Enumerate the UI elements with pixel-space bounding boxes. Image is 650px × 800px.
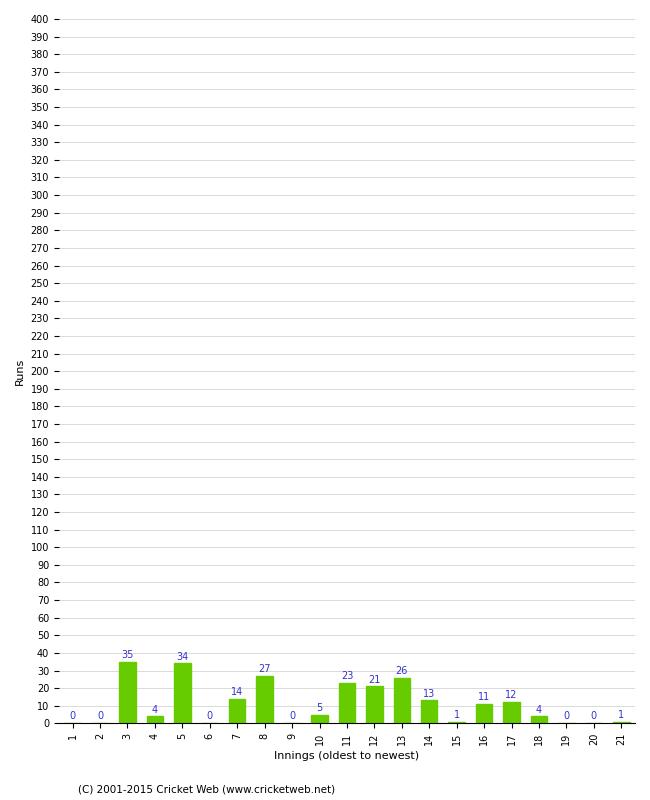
Bar — [394, 678, 410, 723]
Text: 4: 4 — [152, 705, 158, 714]
Bar — [613, 722, 629, 723]
Text: 1: 1 — [618, 710, 625, 720]
Bar — [174, 663, 190, 723]
Text: 4: 4 — [536, 705, 542, 714]
Text: 0: 0 — [289, 710, 295, 721]
Text: 34: 34 — [176, 652, 188, 662]
Text: 27: 27 — [259, 664, 271, 674]
Bar — [339, 683, 355, 723]
Text: 26: 26 — [396, 666, 408, 676]
Bar — [421, 701, 437, 723]
Bar — [476, 704, 492, 723]
Text: 14: 14 — [231, 687, 243, 697]
Text: 0: 0 — [564, 710, 569, 721]
Y-axis label: Runs: Runs — [15, 358, 25, 385]
Text: 23: 23 — [341, 671, 353, 681]
Text: 35: 35 — [122, 650, 134, 660]
Bar — [448, 722, 465, 723]
Bar — [503, 702, 520, 723]
Text: 21: 21 — [368, 674, 380, 685]
Text: 0: 0 — [207, 710, 213, 721]
Text: 13: 13 — [423, 689, 436, 698]
Text: 0: 0 — [591, 710, 597, 721]
Bar — [366, 686, 383, 723]
Bar — [119, 662, 136, 723]
Text: 1: 1 — [454, 710, 460, 720]
Text: 11: 11 — [478, 692, 490, 702]
Text: 0: 0 — [70, 710, 75, 721]
Text: 12: 12 — [505, 690, 518, 701]
Bar — [531, 716, 547, 723]
X-axis label: Innings (oldest to newest): Innings (oldest to newest) — [274, 751, 419, 761]
Bar — [147, 716, 163, 723]
Text: 5: 5 — [317, 702, 322, 713]
Text: 0: 0 — [97, 710, 103, 721]
Text: (C) 2001-2015 Cricket Web (www.cricketweb.net): (C) 2001-2015 Cricket Web (www.cricketwe… — [78, 784, 335, 794]
Bar — [229, 698, 246, 723]
Bar — [256, 676, 273, 723]
Bar — [311, 714, 328, 723]
